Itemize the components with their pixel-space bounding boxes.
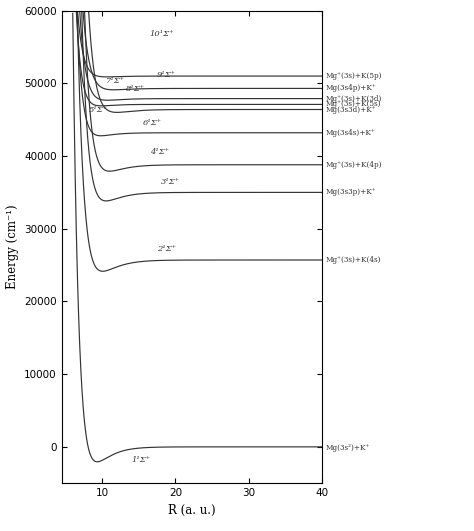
Text: 2¹Σ⁺: 2¹Σ⁺ xyxy=(157,245,176,253)
Text: Mg⁺(3s)+K(5s): Mg⁺(3s)+K(5s) xyxy=(326,100,382,108)
Text: 9¹Σ⁺: 9¹Σ⁺ xyxy=(157,71,176,79)
Text: 6¹Σ⁺: 6¹Σ⁺ xyxy=(142,119,162,127)
Text: 8¹Σ⁺: 8¹Σ⁺ xyxy=(126,85,145,93)
Y-axis label: Energy (cm⁻¹): Energy (cm⁻¹) xyxy=(6,204,18,289)
Text: Mg⁺(3s)+K(4s): Mg⁺(3s)+K(4s) xyxy=(326,256,382,264)
Text: Mg(3s4s)+K⁺: Mg(3s4s)+K⁺ xyxy=(326,129,376,137)
Text: Mg(3s3d)+K⁺: Mg(3s3d)+K⁺ xyxy=(326,106,377,114)
Text: Mg(3s3p)+K⁺: Mg(3s3p)+K⁺ xyxy=(326,189,377,196)
X-axis label: R (a. u.): R (a. u.) xyxy=(168,503,216,517)
Text: Mg⁺(3s)+K(4p): Mg⁺(3s)+K(4p) xyxy=(326,161,383,169)
Text: Mg⁺(3s)+K(5p): Mg⁺(3s)+K(5p) xyxy=(326,72,383,80)
Text: 5¹Σ⁺: 5¹Σ⁺ xyxy=(89,106,108,114)
Text: 10¹Σ⁺: 10¹Σ⁺ xyxy=(150,30,174,38)
Text: Mg(3s²)+K⁺: Mg(3s²)+K⁺ xyxy=(326,444,370,452)
Text: 7¹Σ⁺: 7¹Σ⁺ xyxy=(106,77,125,85)
Text: 4¹Σ⁺: 4¹Σ⁺ xyxy=(150,148,169,157)
Text: 3¹Σ⁺: 3¹Σ⁺ xyxy=(161,178,180,186)
Text: 1¹Σ⁺: 1¹Σ⁺ xyxy=(131,456,150,464)
Text: Mg⁺(3s)+K(3d): Mg⁺(3s)+K(3d) xyxy=(326,95,383,102)
Text: Mg(3s4p)+K⁺: Mg(3s4p)+K⁺ xyxy=(326,84,377,92)
